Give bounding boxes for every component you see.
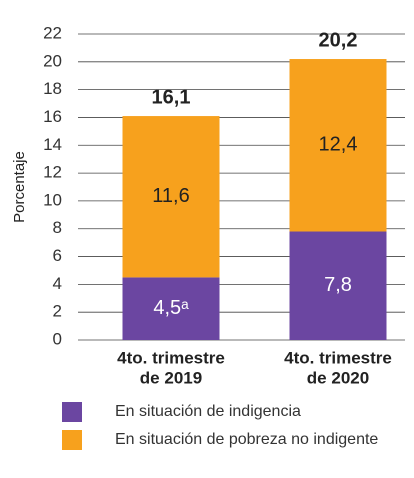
x-tick-label: de 2019: [140, 368, 202, 387]
y-tick-label: 16: [43, 107, 62, 126]
y-tick-label: 0: [53, 329, 62, 348]
legend-swatch: [62, 430, 82, 450]
y-axis-label: Porcentaje: [11, 151, 28, 223]
y-tick-label: 8: [53, 218, 62, 237]
y-tick-label: 14: [43, 135, 62, 154]
x-tick-label: 4to. trimestre: [117, 348, 225, 367]
y-tick-label: 12: [43, 163, 62, 182]
y-tick-label: 2: [53, 302, 62, 321]
bar-segment: [289, 231, 387, 340]
value-label: 11,6: [152, 185, 189, 207]
y-tick-label: 18: [43, 79, 62, 98]
y-tick-label: 10: [43, 190, 62, 209]
value-label: 4,5ᵃ: [153, 297, 189, 319]
y-tick-label: 22: [43, 23, 62, 42]
x-tick-label: de 2020: [307, 368, 369, 387]
bar-segment: [122, 116, 220, 278]
x-tick-label: 4to. trimestre: [284, 348, 392, 367]
bar-segment: [122, 277, 220, 340]
legend-label: En situación de pobreza no indigente: [115, 431, 378, 448]
value-label: 7,8: [324, 274, 352, 296]
y-tick-label: 4: [53, 274, 62, 293]
y-tick-label: 6: [53, 246, 62, 265]
total-label: 16,1: [152, 86, 191, 108]
legend-label: En situación de indigencia: [115, 403, 301, 420]
bar-segment: [289, 59, 387, 232]
y-tick-label: 20: [43, 51, 62, 70]
total-label: 20,2: [319, 29, 358, 51]
legend-swatch: [62, 402, 82, 422]
value-label: 12,4: [319, 134, 358, 156]
